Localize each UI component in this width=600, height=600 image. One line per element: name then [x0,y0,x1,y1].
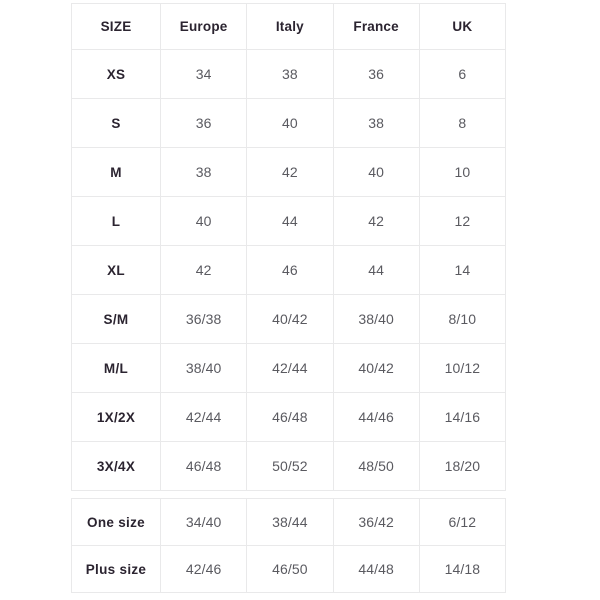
cell-europe: 42/44 [159,392,248,442]
row-label: M [71,147,161,197]
cell-france: 40 [332,147,420,197]
cell-uk: 10 [418,147,507,197]
cell-france: 44/48 [332,545,420,593]
row-label: XL [71,245,161,295]
cell-europe: 38 [159,147,248,197]
main-size-table-body: XS 34 38 36 6 S 36 40 38 8 M 38 42 40 10 [71,49,507,491]
cell-europe: 46/48 [159,441,248,491]
row-label: 1X/2X [71,392,161,442]
cell-europe: 34/40 [159,498,248,546]
cell-uk: 12 [418,196,507,246]
table-header-row: SIZE Europe Italy France UK [71,3,507,50]
cell-europe: 36/38 [159,294,248,344]
row-label: L [71,196,161,246]
cell-france: 42 [332,196,420,246]
cell-uk: 18/20 [418,441,507,491]
cell-italy: 44 [246,196,334,246]
cell-france: 40/42 [332,343,420,393]
cell-italy: 50/52 [246,441,334,491]
cell-europe: 42/46 [159,545,248,593]
row-label: One size [71,498,161,546]
cell-france: 44/46 [332,392,420,442]
cell-italy: 38/44 [246,498,334,546]
cell-europe: 42 [159,245,248,295]
row-label: 3X/4X [71,441,161,491]
extra-size-table: One size 34/40 38/44 36/42 6/12 Plus siz… [71,498,507,593]
main-size-table: SIZE Europe Italy France UK XS 34 38 36 … [71,3,507,491]
row-label: S/M [71,294,161,344]
table-row: S 36 40 38 8 [71,98,507,148]
table-row: S/M 36/38 40/42 38/40 8/10 [71,294,507,344]
cell-france: 48/50 [332,441,420,491]
table-row: XL 42 46 44 14 [71,245,507,295]
cell-uk: 8/10 [418,294,507,344]
cell-uk: 6/12 [418,498,507,546]
cell-france: 44 [332,245,420,295]
row-label: M/L [71,343,161,393]
table-row: 3X/4X 46/48 50/52 48/50 18/20 [71,441,507,491]
cell-france: 38/40 [332,294,420,344]
cell-italy: 42/44 [246,343,334,393]
row-label: XS [71,49,161,99]
row-label: S [71,98,161,148]
cell-france: 36/42 [332,498,420,546]
cell-italy: 38 [246,49,334,99]
table-row: Plus size 42/46 46/50 44/48 14/18 [71,545,507,593]
table-row: M 38 42 40 10 [71,147,507,197]
cell-uk: 10/12 [418,343,507,393]
column-header-france: France [332,3,420,50]
column-header-italy: Italy [246,3,334,50]
column-header-size: SIZE [71,3,161,50]
cell-france: 36 [332,49,420,99]
column-header-uk: UK [418,3,507,50]
cell-uk: 8 [418,98,507,148]
table-row: M/L 38/40 42/44 40/42 10/12 [71,343,507,393]
cell-europe: 40 [159,196,248,246]
cell-uk: 14/16 [418,392,507,442]
extra-size-table-body: One size 34/40 38/44 36/42 6/12 Plus siz… [71,498,507,593]
column-header-europe: Europe [159,3,248,50]
cell-uk: 6 [418,49,507,99]
cell-europe: 38/40 [159,343,248,393]
table-row: 1X/2X 42/44 46/48 44/46 14/16 [71,392,507,442]
cell-italy: 42 [246,147,334,197]
cell-uk: 14 [418,245,507,295]
table-row: XS 34 38 36 6 [71,49,507,99]
cell-italy: 46 [246,245,334,295]
cell-europe: 34 [159,49,248,99]
cell-france: 38 [332,98,420,148]
table-row: One size 34/40 38/44 36/42 6/12 [71,498,507,546]
table-row: L 40 44 42 12 [71,196,507,246]
main-size-table-header: SIZE Europe Italy France UK [71,3,507,50]
cell-italy: 46/50 [246,545,334,593]
cell-italy: 40/42 [246,294,334,344]
cell-uk: 14/18 [418,545,507,593]
cell-italy: 46/48 [246,392,334,442]
row-label: Plus size [71,545,161,593]
cell-italy: 40 [246,98,334,148]
cell-europe: 36 [159,98,248,148]
